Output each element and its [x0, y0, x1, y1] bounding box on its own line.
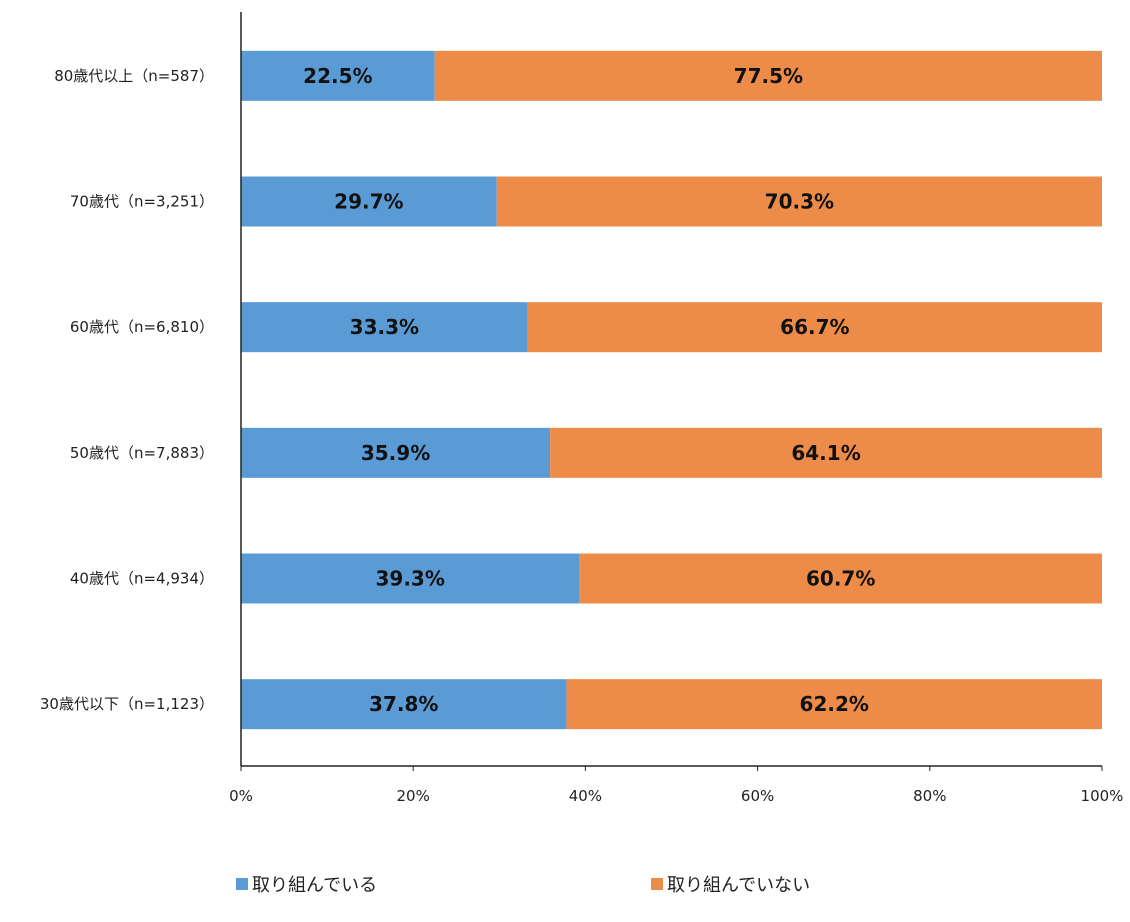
bar-segment-not-engaged [566, 679, 1102, 730]
legend-label: 取り組んでいる [252, 875, 377, 896]
data-label: 70.3% [765, 190, 834, 214]
data-label: 77.5% [734, 64, 803, 88]
legend-label: 取り組んでいない [667, 875, 810, 896]
x-tick-label: 40% [569, 787, 602, 805]
category-label: 60歳代（n=6,810） [70, 318, 214, 336]
bar-segment-engaged [241, 50, 435, 101]
data-label: 64.1% [791, 441, 860, 465]
data-label: 33.3% [350, 315, 419, 339]
bar-segment-not-engaged [434, 50, 1103, 101]
x-tick-label: 60% [741, 787, 774, 805]
x-tick-label: 80% [913, 787, 946, 805]
bar-segment-not-engaged [527, 302, 1102, 353]
bar-segment-not-engaged [496, 176, 1102, 227]
data-label: 37.8% [369, 692, 438, 716]
bar-segment-engaged [241, 427, 551, 478]
category-label: 40歳代（n=4,934） [70, 570, 214, 588]
bar-segment-engaged [241, 553, 580, 604]
legend-swatch [236, 878, 248, 890]
category-label: 80歳代以上（n=587） [54, 67, 214, 85]
x-tick-label: 0% [229, 787, 253, 805]
bar-segment-not-engaged [550, 427, 1102, 478]
category-label: 50歳代（n=7,883） [70, 444, 214, 462]
x-tick-label: 100% [1081, 787, 1124, 805]
bar-segment-engaged [241, 302, 528, 353]
category-label: 70歳代（n=3,251） [70, 193, 214, 211]
data-label: 60.7% [806, 567, 875, 591]
data-label: 39.3% [375, 567, 444, 591]
bar-segment-engaged [241, 679, 567, 730]
data-label: 35.9% [361, 441, 430, 465]
legend-swatch [651, 878, 663, 890]
data-label: 62.2% [800, 692, 869, 716]
data-label: 29.7% [334, 190, 403, 214]
bar-segment-engaged [241, 176, 497, 227]
category-label: 30歳代以下（n=1,123） [40, 695, 214, 713]
data-label: 66.7% [780, 315, 849, 339]
x-tick-label: 20% [397, 787, 430, 805]
data-label: 22.5% [303, 64, 372, 88]
bar-segment-not-engaged [579, 553, 1102, 604]
